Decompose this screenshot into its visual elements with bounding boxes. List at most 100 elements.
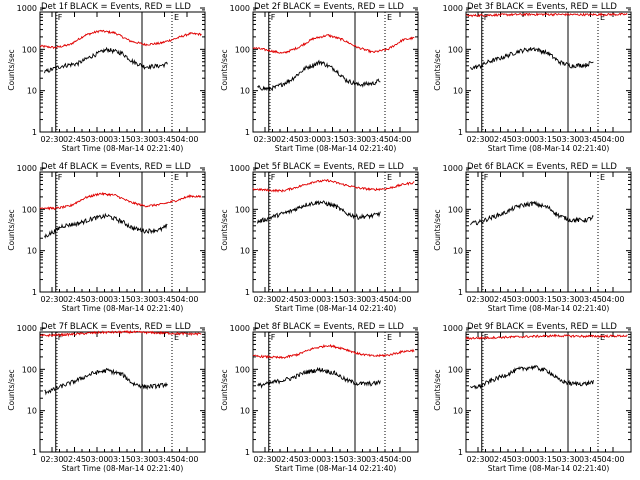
y-tick-label: 1000	[17, 324, 37, 333]
y-axis-label: Counts/sec	[433, 209, 442, 250]
y-axis-label: Counts/sec	[7, 49, 16, 90]
x-tick-label: 02:45	[276, 455, 299, 464]
y-tick-label: 100	[235, 205, 250, 214]
time-marker-label: F	[58, 173, 63, 182]
time-marker-label: E	[174, 13, 179, 22]
x-tick-label: 03:30	[343, 135, 366, 144]
x-tick-label: 02:30	[466, 135, 489, 144]
y-tick-label: 1000	[230, 4, 250, 13]
y-axis-label: Counts/sec	[433, 49, 442, 90]
series-events-line	[257, 366, 381, 389]
x-tick-label: 02:45	[489, 455, 512, 464]
y-axis-label: Counts/sec	[220, 209, 229, 250]
y-tick-label: 10	[240, 247, 250, 256]
time-marker-label: E	[174, 333, 179, 342]
x-tick-label: 04:00	[388, 135, 411, 144]
y-tick-label: 1	[458, 448, 463, 457]
x-tick-label: 02:45	[489, 135, 512, 144]
panel-det-3: Det 3f BLACK = Events, RED = LLD 1 10 100 10…	[433, 2, 632, 153]
x-tick-label: 03:00	[85, 295, 108, 304]
x-tick-label: 03:15	[534, 295, 557, 304]
x-tick-label: 03:45	[579, 295, 602, 304]
x-axis-label: Start Time (08-Mar-14 02:21:40)	[488, 464, 610, 473]
x-tick-label: 03:30	[556, 135, 579, 144]
y-axis-label: Counts/sec	[7, 209, 16, 250]
panel-det-2: Det 2f BLACK = Events, RED = LLD 1 10 100 10…	[220, 2, 419, 153]
y-tick-label: 1000	[230, 324, 250, 333]
time-marker-label: F	[484, 13, 489, 22]
panel-title: Det 7f BLACK = Events, RED = LLD	[41, 322, 191, 332]
x-tick-label: 03:30	[130, 135, 153, 144]
x-axis-label: Start Time (08-Mar-14 02:21:40)	[62, 304, 184, 313]
x-tick-label: 02:30	[253, 135, 276, 144]
x-tick-label: 02:30	[466, 295, 489, 304]
series-lld-line	[39, 329, 202, 338]
x-tick-label: 03:45	[366, 295, 389, 304]
y-tick-label: 1	[32, 288, 37, 297]
panel-det-6: Det 6f BLACK = Events, RED = LLD 1 10 100 10…	[433, 162, 632, 313]
y-tick-label: 1000	[17, 164, 37, 173]
x-tick-label: 02:30	[40, 295, 63, 304]
time-marker-label: E	[600, 173, 605, 182]
time-marker-label: F	[271, 13, 276, 22]
panel-det-7: Det 7f BLACK = Events, RED = LLD 1 10 100 10…	[7, 322, 206, 473]
series-lld-line	[465, 12, 628, 18]
plot-frame	[252, 11, 419, 133]
x-tick-label: 03:45	[366, 455, 389, 464]
series-lld-line	[252, 34, 415, 54]
panel-det-4: Det 4f BLACK = Events, RED = LLD 1 10 100 10…	[7, 162, 206, 313]
x-tick-label: 03:15	[108, 455, 131, 464]
x-tick-label: 03:30	[556, 295, 579, 304]
series-events-line	[257, 59, 381, 92]
x-tick-label: 04:00	[388, 455, 411, 464]
y-tick-label: 1	[32, 128, 37, 137]
x-tick-label: 02:30	[253, 295, 276, 304]
x-tick-label: 03:45	[153, 295, 176, 304]
x-tick-label: 02:45	[63, 455, 86, 464]
series-events-line	[470, 46, 594, 70]
x-tick-label: 03:00	[298, 455, 321, 464]
panel-title: Det 5f BLACK = Events, RED = LLD	[254, 162, 404, 172]
x-tick-label: 03:30	[556, 455, 579, 464]
x-tick-label: 02:45	[276, 135, 299, 144]
series-lld-line	[465, 333, 628, 340]
x-tick-label: 03:45	[579, 135, 602, 144]
time-marker-label: F	[58, 13, 63, 22]
y-tick-label: 10	[240, 407, 250, 416]
plot-frame	[252, 331, 419, 453]
x-tick-label: 03:15	[108, 295, 131, 304]
y-tick-label: 1000	[17, 4, 37, 13]
series-events-line	[44, 367, 168, 396]
y-tick-label: 1	[458, 288, 463, 297]
x-tick-label: 04:00	[388, 295, 411, 304]
x-tick-label: 02:45	[63, 135, 86, 144]
panel-title: Det 1f BLACK = Events, RED = LLD	[41, 2, 191, 12]
y-axis-label: Counts/sec	[7, 369, 16, 410]
x-axis-label: Start Time (08-Mar-14 02:21:40)	[488, 144, 610, 153]
time-marker-label: E	[387, 13, 392, 22]
x-axis-label: Start Time (08-Mar-14 02:21:40)	[62, 464, 184, 473]
time-marker-label: E	[600, 333, 605, 342]
x-tick-label: 02:30	[253, 455, 276, 464]
x-tick-label: 03:00	[511, 295, 534, 304]
x-axis-label: Start Time (08-Mar-14 02:21:40)	[275, 464, 397, 473]
x-tick-label: 02:30	[466, 455, 489, 464]
y-tick-label: 10	[27, 87, 37, 96]
x-tick-label: 03:15	[321, 135, 344, 144]
x-axis-label: Start Time (08-Mar-14 02:21:40)	[275, 144, 397, 153]
panel-title: Det 3f BLACK = Events, RED = LLD	[467, 2, 617, 12]
y-tick-label: 1000	[230, 164, 250, 173]
y-axis-label: Counts/sec	[220, 369, 229, 410]
y-tick-label: 100	[22, 45, 37, 54]
series-events-line	[44, 212, 168, 239]
x-tick-label: 03:30	[343, 295, 366, 304]
y-tick-label: 10	[453, 87, 463, 96]
y-tick-label: 100	[448, 365, 463, 374]
x-tick-label: 03:30	[130, 455, 153, 464]
y-tick-label: 10	[240, 87, 250, 96]
series-lld-line	[39, 29, 202, 50]
x-tick-label: 04:00	[601, 455, 624, 464]
x-tick-label: 03:15	[534, 135, 557, 144]
x-tick-label: 03:45	[366, 135, 389, 144]
